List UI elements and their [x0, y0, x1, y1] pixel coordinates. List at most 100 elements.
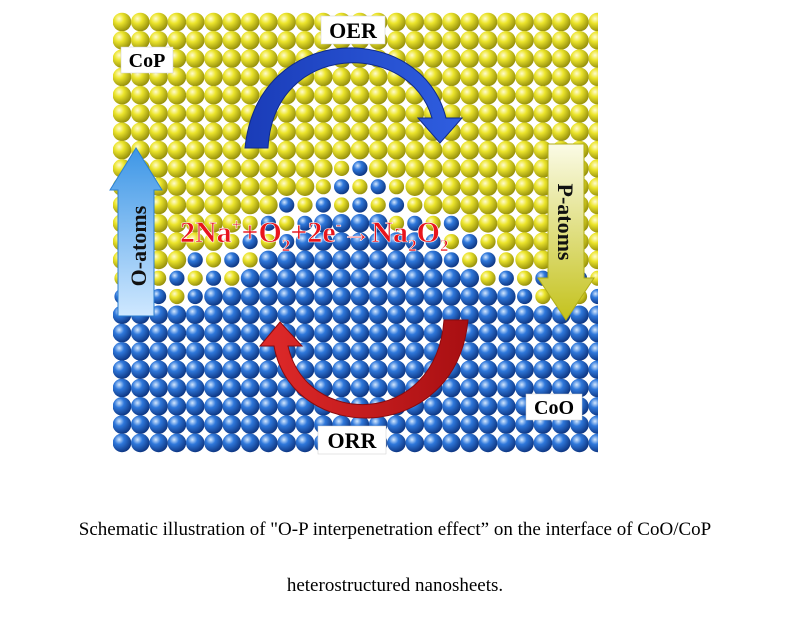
cop-atom: [460, 214, 480, 233]
coo-atom: [259, 342, 278, 361]
cop-atom: [113, 31, 132, 50]
cop-atom: [149, 104, 168, 123]
coo-atom: [260, 234, 276, 250]
cop-atom: [167, 250, 187, 270]
cop-atom: [222, 85, 242, 105]
cop-atom: [334, 160, 350, 176]
coo-atom: [588, 360, 598, 379]
cop-atom: [185, 31, 205, 50]
cop-atom: [425, 215, 441, 231]
coo-atom: [314, 214, 333, 233]
coo-atom: [497, 287, 516, 306]
coo-atom: [113, 415, 132, 434]
coo-atom: [533, 305, 553, 325]
cop-atom: [570, 31, 589, 50]
cop-atom: [277, 104, 297, 123]
coo-atom: [185, 360, 205, 380]
cop-atom: [515, 31, 534, 50]
coo-atom: [259, 433, 278, 453]
cop-atom: [185, 140, 205, 160]
cop-atom: [423, 140, 443, 160]
cop-atom: [204, 104, 223, 123]
cop-atom: [460, 85, 480, 105]
cop-atom: [588, 250, 598, 270]
cop-atom: [515, 140, 534, 160]
coo-atom: [131, 378, 150, 398]
cop-atom: [497, 49, 516, 68]
coo-atom: [405, 323, 425, 343]
cop-atom: [478, 104, 498, 123]
cop-atom: [480, 252, 496, 268]
cop-atom: [460, 31, 480, 50]
cop-atom: [167, 177, 187, 196]
cop-atom: [149, 122, 168, 142]
coo-atom: [387, 305, 406, 325]
cop-atom: [515, 122, 534, 142]
oer-label: OER: [329, 18, 378, 43]
cop-atom: [405, 140, 425, 160]
coo-atom: [204, 397, 223, 416]
cop-atom: [222, 12, 242, 32]
cop-atom: [460, 12, 480, 32]
cop-atom: [240, 31, 260, 50]
coo-atom: [185, 342, 205, 361]
cop-atom: [478, 85, 498, 105]
cop-atom: [204, 232, 223, 251]
coo-atom: [405, 342, 425, 361]
coo-atom: [185, 378, 205, 398]
coo-atom: [405, 433, 425, 453]
cop-atom: [442, 31, 461, 50]
cop-atom: [533, 12, 553, 32]
coo-atom: [423, 433, 443, 453]
cop-atom: [387, 104, 406, 123]
coo-atom: [277, 397, 297, 416]
cop-atom: [151, 270, 167, 286]
cop-atom: [185, 49, 205, 68]
coo-atom: [425, 234, 441, 250]
coo-atom: [334, 197, 350, 213]
cop-atom: [515, 49, 534, 68]
coo-atom: [407, 215, 423, 231]
cop-atom: [497, 31, 516, 50]
cop-atom: [570, 122, 589, 142]
cop-atom: [478, 49, 498, 68]
cop-atom: [224, 234, 240, 250]
coo-atom: [240, 342, 260, 361]
coo-atom: [204, 378, 223, 398]
cop-atom: [588, 85, 598, 105]
cop-atom: [478, 214, 498, 233]
coo-atom: [515, 305, 534, 325]
coo-atom: [497, 415, 516, 434]
coo-atom: [368, 342, 388, 361]
cop-atom: [185, 67, 205, 87]
coo-atom: [588, 397, 598, 416]
cop-atom: [588, 31, 598, 50]
cop-atom: [185, 104, 205, 123]
coo-atom: [350, 323, 370, 343]
cop-atom: [497, 122, 516, 142]
coo-atom: [442, 287, 461, 306]
cop-atom: [149, 159, 168, 178]
coo-atom: [478, 397, 498, 416]
cop-atom: [570, 67, 589, 87]
cop-atom: [515, 214, 534, 233]
cop-atom: [497, 12, 516, 32]
coo-atom: [387, 342, 406, 361]
coo-atom: [570, 378, 589, 398]
cop-atom: [588, 12, 598, 32]
cop-atom: [187, 252, 203, 268]
cop-atom: [423, 31, 443, 50]
cop-atom: [368, 140, 388, 160]
coo-atom: [460, 268, 480, 288]
cop-atom: [131, 104, 150, 123]
cop-atom: [388, 179, 405, 195]
cop-atom: [149, 85, 168, 105]
cop-atom: [332, 122, 351, 142]
coo-atom: [332, 378, 351, 398]
coo-atom: [387, 268, 406, 288]
coo-atom: [551, 433, 571, 453]
cop-atom: [368, 122, 388, 142]
cop-atom: [515, 177, 534, 196]
cop-atom: [460, 67, 480, 87]
cop-atom: [185, 177, 205, 196]
